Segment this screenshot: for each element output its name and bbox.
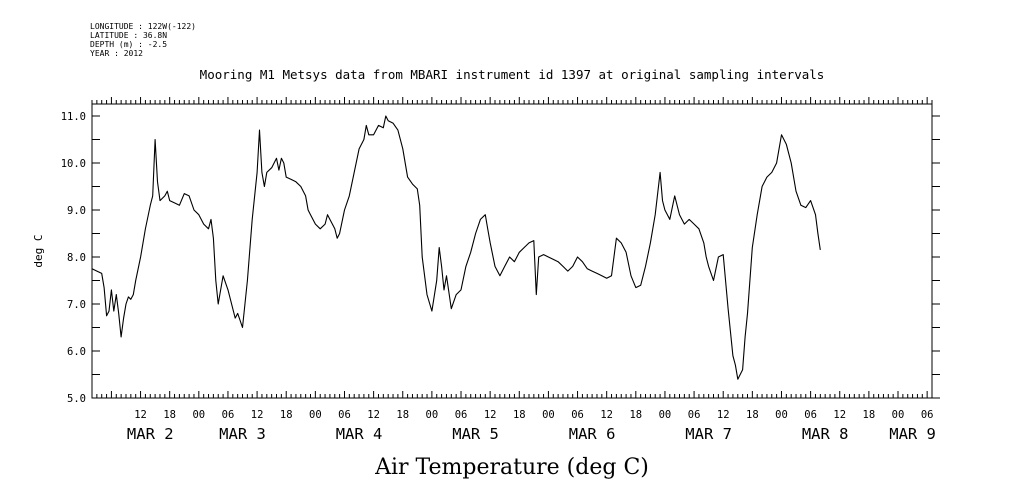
series-line <box>91 115 821 380</box>
x-hour-label: 06 <box>571 409 584 421</box>
x-date-labels: MAR 2 MAR 3 MAR 4 MAR 5 MAR 6 MAR 7 MAR 8 MAR 9 <box>127 425 936 443</box>
x-date-label: MAR 7 <box>685 425 732 443</box>
longitude-text: LONGITUDE : 122W(-122) <box>90 22 196 31</box>
y-tick-label: 7.0 <box>67 299 86 311</box>
x-hour-label: 06 <box>804 409 817 421</box>
x-date-label: MAR 6 <box>569 425 616 443</box>
x-date-label: MAR 9 <box>889 425 936 443</box>
x-hour-label: 06 <box>222 409 235 421</box>
axis-ticks <box>91 97 940 399</box>
x-hour-label: 12 <box>833 409 846 421</box>
x-hour-label: 12 <box>134 409 147 421</box>
x-hour-label: 12 <box>484 409 497 421</box>
x-hour-label: 00 <box>309 409 322 421</box>
x-date-label: MAR 5 <box>452 425 499 443</box>
x-hour-label: 18 <box>280 409 293 421</box>
x-hour-label: 06 <box>921 409 934 421</box>
x-hour-label: 12 <box>367 409 380 421</box>
x-date-label: MAR 2 <box>127 425 174 443</box>
x-hour-label: 06 <box>688 409 701 421</box>
x-hour-label: 00 <box>775 409 788 421</box>
x-hour-label: 12 <box>717 409 730 421</box>
y-tick-label: 6.0 <box>67 346 86 358</box>
x-hour-label: 18 <box>746 409 759 421</box>
x-hour-tick-labels: 12 18 00 06 12 18 00 06 12 18 00 06 12 18 00 06 12 18 00 06… <box>134 409 933 421</box>
y-tick-label: 10.0 <box>61 158 86 170</box>
x-hour-label: 12 <box>600 409 613 421</box>
y-tick-label: 11.0 <box>61 111 86 123</box>
y-tick-label: 8.0 <box>67 252 86 264</box>
x-hour-label: 00 <box>892 409 905 421</box>
x-hour-label: 18 <box>863 409 876 421</box>
y-tick-label: 9.0 <box>67 205 86 217</box>
x-hour-label: 18 <box>163 409 176 421</box>
x-date-label: MAR 3 <box>219 425 266 443</box>
latitude-text: LATITUDE : 36.8N <box>90 31 168 40</box>
x-axis-label: Air Temperature (deg C) <box>374 455 649 480</box>
x-hour-label: 00 <box>426 409 439 421</box>
chart-title: Mooring M1 Metsys data from MBARI instru… <box>200 67 825 82</box>
year-text: YEAR : 2012 <box>90 49 143 58</box>
x-hour-label: 06 <box>455 409 468 421</box>
x-date-label: MAR 8 <box>802 425 849 443</box>
x-hour-label: 18 <box>629 409 642 421</box>
x-hour-label: 00 <box>192 409 205 421</box>
y-axis-label: deg C <box>32 234 45 267</box>
x-hour-label: 18 <box>396 409 409 421</box>
x-hour-label: 00 <box>659 409 672 421</box>
data-series <box>91 115 821 380</box>
x-hour-label: 18 <box>513 409 526 421</box>
x-date-label: MAR 4 <box>336 425 383 443</box>
x-hour-label: 06 <box>338 409 351 421</box>
x-hour-label: 00 <box>542 409 555 421</box>
metadata-block: LONGITUDE : 122W(-122) LATITUDE : 36.8N … <box>90 22 196 58</box>
y-tick-labels: 5.0 6.0 7.0 8.0 9.0 10.0 11.0 <box>61 111 86 405</box>
depth-text: DEPTH (m) : -2.5 <box>90 40 168 49</box>
x-hour-label: 12 <box>251 409 264 421</box>
y-tick-label: 5.0 <box>67 393 86 405</box>
plot-frame <box>91 103 933 399</box>
